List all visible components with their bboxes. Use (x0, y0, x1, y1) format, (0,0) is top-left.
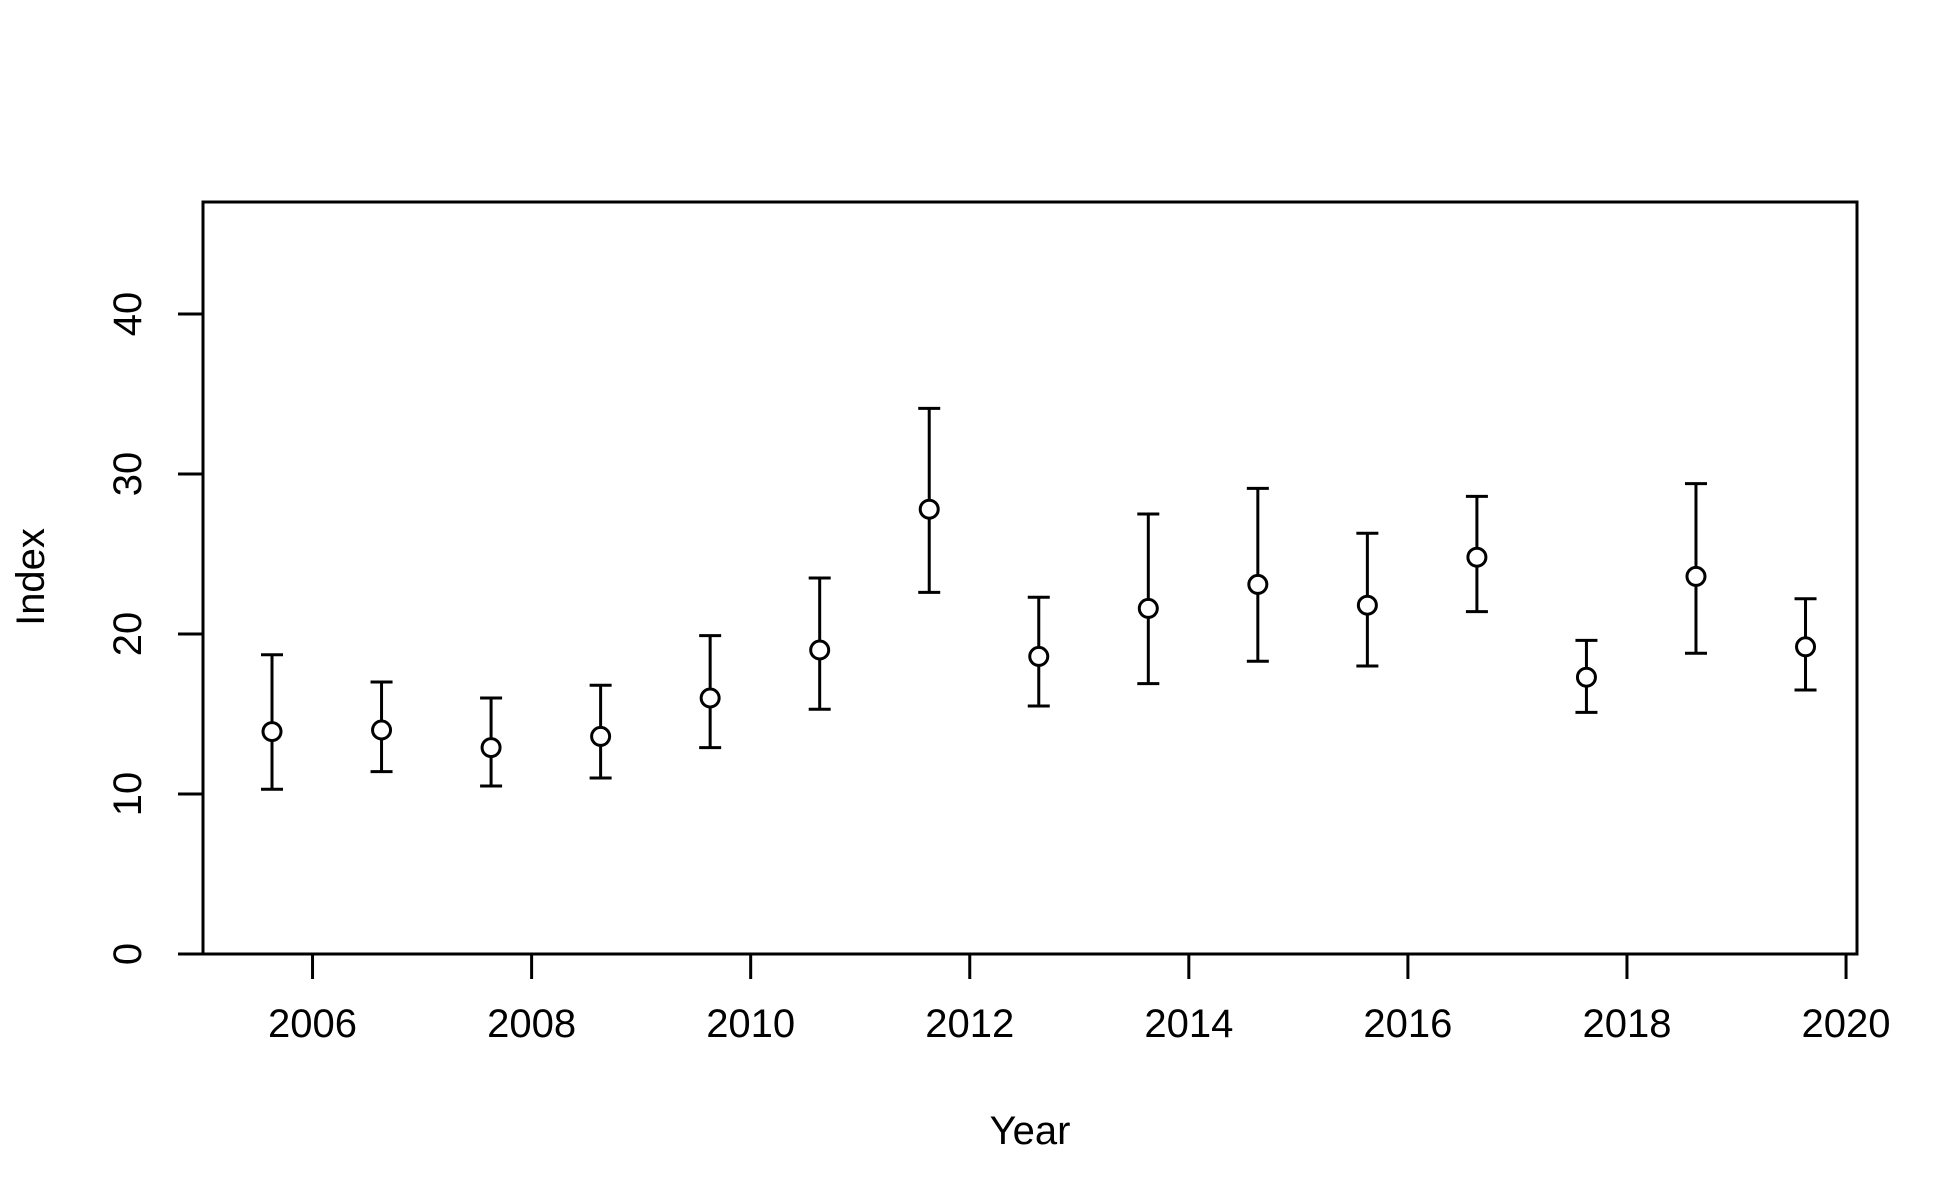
data-point (1466, 546, 1488, 568)
y-tick-label: 0 (106, 943, 150, 965)
data-point (1247, 573, 1269, 595)
x-tick-label: 2016 (1363, 1002, 1452, 1046)
data-point (1356, 594, 1378, 616)
data-point (480, 737, 502, 759)
data-point (1575, 666, 1597, 688)
x-tick-label: 2006 (268, 1002, 357, 1046)
x-tick-label: 2018 (1582, 1002, 1671, 1046)
data-point (371, 719, 393, 741)
data-point (1137, 597, 1159, 619)
y-axis-title: Index (9, 528, 53, 626)
x-tick-label: 2010 (706, 1002, 795, 1046)
data-point (699, 687, 721, 709)
x-tick-label: 2014 (1144, 1002, 1233, 1046)
y-tick-label: 20 (106, 612, 150, 657)
y-tick-label: 40 (106, 292, 150, 337)
data-point (809, 639, 831, 661)
data-point (590, 725, 612, 747)
y-tick-label: 30 (106, 452, 150, 497)
data-point (1028, 645, 1050, 667)
data-point (261, 721, 283, 743)
y-tick-label: 10 (106, 772, 150, 817)
x-axis: 2006 2008 2010 2012 2014 2016 2018 2020 (268, 952, 1891, 1046)
data-point (1795, 636, 1817, 658)
x-tick-label: 2008 (487, 1002, 576, 1046)
y-axis: 0 10 20 30 40 (106, 292, 205, 965)
data-point (1685, 565, 1707, 587)
data-marks (261, 406, 1817, 791)
x-tick-label: 2012 (925, 1002, 1014, 1046)
x-tick-label: 2020 (1802, 1002, 1891, 1046)
x-axis-title: Year (990, 1109, 1071, 1153)
data-point (918, 498, 940, 520)
plot-frame (201, 200, 1859, 956)
